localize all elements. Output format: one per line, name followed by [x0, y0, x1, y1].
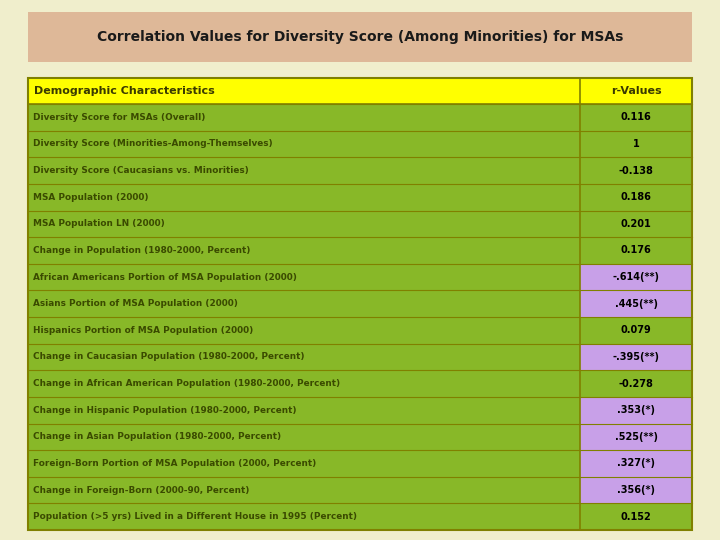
Bar — [28, 477, 580, 503]
Text: African Americans Portion of MSA Population (2000): African Americans Portion of MSA Populat… — [33, 273, 297, 281]
Text: -0.278: -0.278 — [618, 379, 654, 389]
Bar — [580, 291, 692, 317]
Bar — [580, 343, 692, 370]
Bar — [28, 157, 580, 184]
Bar — [580, 397, 692, 423]
Text: 0.176: 0.176 — [621, 246, 652, 255]
Bar — [28, 184, 580, 211]
Bar — [28, 423, 580, 450]
Bar — [28, 370, 580, 397]
Bar — [580, 237, 692, 264]
Text: Change in Asian Population (1980-2000, Percent): Change in Asian Population (1980-2000, P… — [33, 433, 281, 441]
Bar — [580, 317, 692, 343]
Text: .445(**): .445(**) — [614, 299, 657, 309]
Text: Change in Hispanic Population (1980-2000, Percent): Change in Hispanic Population (1980-2000… — [33, 406, 297, 415]
Bar — [580, 131, 692, 157]
Bar — [28, 78, 692, 530]
Text: Change in Population (1980-2000, Percent): Change in Population (1980-2000, Percent… — [33, 246, 251, 255]
Bar — [580, 184, 692, 211]
Text: Diversity Score for MSAs (Overall): Diversity Score for MSAs (Overall) — [33, 113, 205, 122]
Text: MSA Population (2000): MSA Population (2000) — [33, 193, 148, 201]
Bar — [580, 157, 692, 184]
Bar — [28, 12, 692, 62]
Text: .356(*): .356(*) — [617, 485, 655, 495]
Bar — [580, 264, 692, 291]
Text: Asians Portion of MSA Population (2000): Asians Portion of MSA Population (2000) — [33, 299, 238, 308]
Bar — [580, 450, 692, 477]
Text: .525(**): .525(**) — [614, 432, 657, 442]
Bar — [580, 370, 692, 397]
Bar — [28, 343, 580, 370]
Text: Correlation Values for Diversity Score (Among Minorities) for MSAs: Correlation Values for Diversity Score (… — [96, 30, 624, 44]
Text: 0.116: 0.116 — [621, 112, 652, 123]
Text: Foreign-Born Portion of MSA Population (2000, Percent): Foreign-Born Portion of MSA Population (… — [33, 459, 316, 468]
Text: 1: 1 — [633, 139, 639, 149]
Text: Change in African American Population (1980-2000, Percent): Change in African American Population (1… — [33, 379, 340, 388]
Bar — [28, 131, 580, 157]
Text: Diversity Score (Caucasians vs. Minorities): Diversity Score (Caucasians vs. Minoriti… — [33, 166, 248, 175]
Text: 0.186: 0.186 — [621, 192, 652, 202]
Text: .353(*): .353(*) — [617, 405, 655, 415]
Bar — [580, 423, 692, 450]
Bar — [28, 291, 580, 317]
Text: .327(*): .327(*) — [617, 458, 655, 468]
Bar — [580, 503, 692, 530]
Text: Change in Foreign-Born (2000-90, Percent): Change in Foreign-Born (2000-90, Percent… — [33, 485, 249, 495]
Bar — [28, 78, 580, 104]
Text: -.614(**): -.614(**) — [613, 272, 660, 282]
Text: MSA Population LN (2000): MSA Population LN (2000) — [33, 219, 165, 228]
Bar — [28, 211, 580, 237]
Bar — [580, 104, 692, 131]
Bar — [580, 211, 692, 237]
Text: Demographic Characteristics: Demographic Characteristics — [34, 86, 215, 96]
Bar — [28, 503, 580, 530]
Bar — [28, 450, 580, 477]
Text: Hispanics Portion of MSA Population (2000): Hispanics Portion of MSA Population (200… — [33, 326, 253, 335]
Bar — [580, 477, 692, 503]
Text: -.395(**): -.395(**) — [613, 352, 660, 362]
Text: Diversity Score (Minorities-Among-Themselves): Diversity Score (Minorities-Among-Themse… — [33, 139, 273, 148]
Text: r-Values: r-Values — [611, 86, 661, 96]
Text: 0.201: 0.201 — [621, 219, 652, 229]
Text: -0.138: -0.138 — [618, 166, 654, 176]
Bar — [28, 264, 580, 291]
Bar — [28, 237, 580, 264]
Text: Change in Caucasian Population (1980-2000, Percent): Change in Caucasian Population (1980-200… — [33, 353, 305, 361]
Bar — [28, 104, 580, 131]
Text: Population (>5 yrs) Lived in a Different House in 1995 (Percent): Population (>5 yrs) Lived in a Different… — [33, 512, 357, 521]
Bar — [28, 317, 580, 343]
Bar — [28, 397, 580, 423]
Bar — [580, 78, 692, 104]
Text: 0.152: 0.152 — [621, 512, 652, 522]
Text: 0.079: 0.079 — [621, 325, 652, 335]
